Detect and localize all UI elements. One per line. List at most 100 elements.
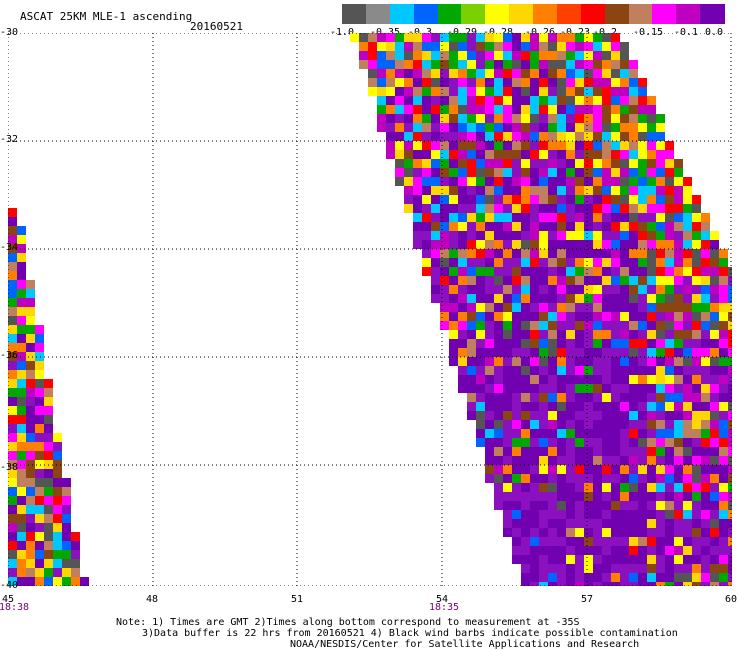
swath-cell <box>494 348 503 357</box>
swath-cell <box>512 492 521 501</box>
swath-cell <box>44 568 53 577</box>
swath-cell <box>539 78 548 87</box>
swath-cell <box>674 177 683 186</box>
swath-cell <box>17 559 26 568</box>
swath-cell <box>575 555 584 564</box>
lon-label: 57 <box>580 594 594 605</box>
swath-cell <box>710 546 719 555</box>
swath-cell <box>467 231 476 240</box>
swath-cell <box>530 384 539 393</box>
swath-cell <box>719 483 728 492</box>
swath-cell <box>485 195 494 204</box>
swath-cell <box>8 577 17 586</box>
swath-cell <box>395 42 404 51</box>
swath-cell <box>422 123 431 132</box>
swath-cell <box>665 546 674 555</box>
swath-cell <box>431 159 440 168</box>
swath-cell <box>458 60 467 69</box>
swath-cell <box>485 204 494 213</box>
swath-cell <box>692 357 701 366</box>
swath-cell <box>548 492 557 501</box>
swath-cell <box>440 186 449 195</box>
swath-cell <box>683 510 692 519</box>
swath-cell <box>611 267 620 276</box>
swath-cell <box>521 348 530 357</box>
swath-cell <box>440 204 449 213</box>
swath-cell <box>440 132 449 141</box>
swath-cell <box>431 285 440 294</box>
swath-cell <box>728 294 732 303</box>
swath-cell <box>710 456 719 465</box>
swath-cell <box>629 285 638 294</box>
swath-cell <box>521 447 530 456</box>
swath-cell <box>413 168 422 177</box>
swath-cell <box>710 411 719 420</box>
swath-cell <box>449 330 458 339</box>
swath-cell <box>566 483 575 492</box>
swath-cell <box>566 519 575 528</box>
swath-cell <box>566 87 575 96</box>
swath-cell <box>35 361 44 370</box>
swath-cell <box>656 537 665 546</box>
swath-cell <box>701 330 710 339</box>
swath-cell <box>710 429 719 438</box>
swath-cell <box>557 510 566 519</box>
swath-cell <box>692 276 701 285</box>
swath-cell <box>584 510 593 519</box>
swath-cell <box>575 114 584 123</box>
swath-cell <box>719 339 728 348</box>
swath-cell <box>647 330 656 339</box>
swath-cell <box>638 564 647 573</box>
swath-cell <box>638 186 647 195</box>
swath-cell <box>692 582 701 586</box>
swath-cell <box>575 78 584 87</box>
swath-cell <box>35 550 44 559</box>
swath-cell <box>17 424 26 433</box>
swath-cell <box>44 469 53 478</box>
swath-cell <box>539 159 548 168</box>
swath-cell <box>539 249 548 258</box>
swath-cell <box>593 375 602 384</box>
swath-cell <box>656 393 665 402</box>
swath-cell <box>584 474 593 483</box>
swath-cell <box>593 348 602 357</box>
swath-cell <box>503 393 512 402</box>
swath-cell <box>557 483 566 492</box>
swath-cell <box>674 528 683 537</box>
swath-cell <box>530 78 539 87</box>
swath-cell <box>656 168 665 177</box>
swath-cell <box>440 321 449 330</box>
swath-cell <box>512 402 521 411</box>
swath-cell <box>602 375 611 384</box>
swath-cell <box>521 519 530 528</box>
swath-cell <box>656 240 665 249</box>
swath-cell <box>413 96 422 105</box>
swath-cell <box>458 339 467 348</box>
swath-cell <box>521 555 530 564</box>
swath-cell <box>584 393 593 402</box>
swath-cell <box>674 456 683 465</box>
swath-cell <box>692 384 701 393</box>
swath-cell <box>629 483 638 492</box>
swath-cell <box>44 478 53 487</box>
swath-cell <box>35 568 44 577</box>
swath-cell <box>692 528 701 537</box>
swath-cell <box>17 379 26 388</box>
swath-cell <box>17 460 26 469</box>
swath-cell <box>638 240 647 249</box>
swath-cell <box>629 294 638 303</box>
swath-cell <box>674 303 683 312</box>
swath-cell <box>8 208 17 217</box>
swath-cell <box>701 456 710 465</box>
swath-cell <box>683 402 692 411</box>
swath-cell <box>611 492 620 501</box>
swath-cell <box>512 537 521 546</box>
swath-cell <box>647 294 656 303</box>
swath-cell <box>701 213 710 222</box>
swath-cell <box>656 150 665 159</box>
swath-cell <box>566 501 575 510</box>
swath-cell <box>359 42 368 51</box>
swath-cell <box>611 177 620 186</box>
swath-cell <box>485 438 494 447</box>
swath-cell <box>575 240 584 249</box>
